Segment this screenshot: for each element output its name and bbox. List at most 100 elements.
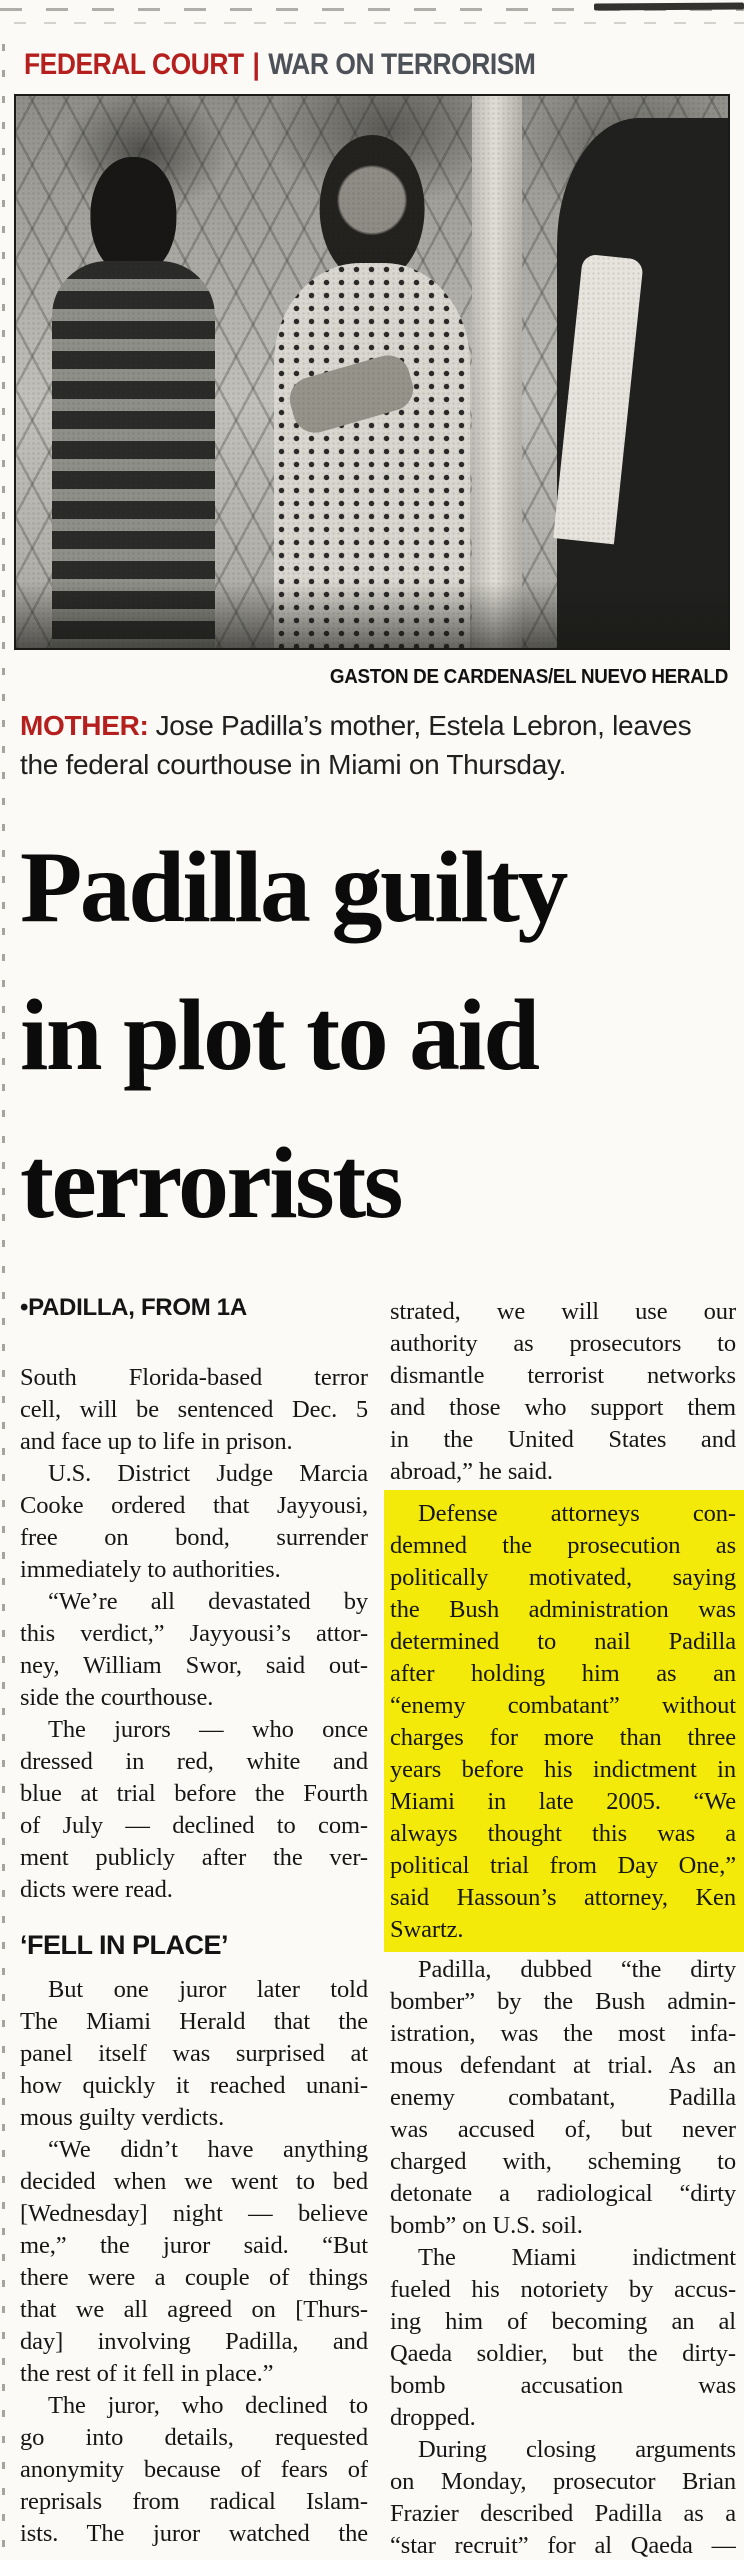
text-line: panel itself was surprised at <box>20 2040 368 2067</box>
text-line: the rest of it fell in place.” <box>20 2360 274 2387</box>
text-line: that we all agreed on [Thurs- <box>20 2296 368 2323</box>
column-right: strated, we will use our authority as pro… <box>384 1286 744 2560</box>
article-photo <box>14 94 730 650</box>
halftone-overlay <box>16 96 728 648</box>
text-line: Frazier described Padilla as a <box>390 2500 736 2527</box>
text-line: bomber” by the Bush admin- <box>390 1988 736 2015</box>
text-line: Cooke ordered that Jayyousi, <box>20 1492 368 1519</box>
kicker-section-label: FEDERAL COURT <box>24 48 244 81</box>
photo-figure-man <box>51 156 216 648</box>
kicker-topic-label: WAR ON TERRORISM <box>268 48 536 81</box>
text-line: The Miami Herald that the <box>20 2008 368 2035</box>
text-line: political trial from Day One,” <box>390 1852 736 1879</box>
text-line: reprisals from radical Islam- <box>20 2488 368 2515</box>
text-line: “enemy combatant” without <box>390 1692 736 1719</box>
photo-credit: GASTON DE CARDENAS/EL NUEVO HERALD <box>329 666 728 688</box>
paragraph: But one juror later told The Miami Herald… <box>20 1974 368 2134</box>
text-line: blue at trial before the Fourth <box>20 1780 368 1807</box>
text-line: “We didn’t have anything <box>48 2136 368 2163</box>
photo-white-post <box>471 96 522 648</box>
text-line: always thought this was a <box>390 1820 736 1847</box>
text-line: ists. The juror watched the <box>20 2520 368 2547</box>
text-line: fueled his notoriety by accus- <box>390 2276 736 2303</box>
photo-man-striped-shirt <box>51 261 216 648</box>
text-line: immediately to authorities. <box>20 1556 281 1583</box>
paragraph: U.S. District Judge Marcia Cooke ordered … <box>20 1458 368 1586</box>
photo-figure-officer <box>552 118 728 648</box>
text-line: there were a couple of things <box>20 2264 368 2291</box>
paragraph: strated, we will use our authority as pro… <box>390 1296 736 1488</box>
scan-edge-artifact <box>2 44 5 2560</box>
text-line: Qaeda soldier, but the dirty- <box>390 2340 736 2367</box>
text-line: Swartz. <box>390 1916 464 1943</box>
text-line: cell, will be sentenced Dec. 5 <box>20 1396 368 1423</box>
text-line: ing him of becoming an al <box>390 2308 736 2335</box>
text-line: During closing arguments <box>418 2436 736 2463</box>
photo-officer-shirt <box>552 253 644 545</box>
headline-line: in plot to aid <box>20 979 540 1092</box>
text-line: mous guilty verdicts. <box>20 2104 225 2131</box>
text-line: The juror, who declined to <box>48 2392 368 2419</box>
text-line: charges for more than three <box>390 1724 736 1751</box>
headline: Padilla guilty in plot to aid terrorists <box>20 814 744 1258</box>
text-line: after holding him as an <box>390 1660 736 1687</box>
text-line: dropped. <box>390 2404 476 2431</box>
text-line: Miami in late 2005. “We <box>390 1788 736 1815</box>
text-line: the Bush administration was <box>390 1596 736 1623</box>
text-line: “We’re all devastated by <box>48 1588 368 1615</box>
continuation-tag: •PADILLA, FROM 1A <box>20 1294 247 1321</box>
paragraph: The Miami indictment fueled his notoriety… <box>390 2242 736 2434</box>
photo-man-head <box>90 156 177 276</box>
text-line: mous defendant at trial. As an <box>390 2052 736 2079</box>
text-line: on Monday, prosecutor Brian <box>390 2468 736 2495</box>
text-line: how quickly it reached unani- <box>20 2072 368 2099</box>
text-line: free on bond, surrender <box>20 1524 368 1551</box>
column-left: •PADILLA, FROM 1A South Florida-based ter… <box>20 1286 368 2560</box>
paragraph: “We’re all devastated by this verdict,” J… <box>20 1586 368 1714</box>
text-line: dressed in red, white and <box>20 1748 368 1775</box>
text-line: day] involving Padilla, and <box>20 2328 368 2355</box>
text-line: decided when we went to bed <box>20 2168 368 2195</box>
section-subhead: ‘FELL IN PLACE’ <box>20 1930 229 1960</box>
text-line: determined to nail Padilla <box>390 1628 736 1655</box>
text-line: and face up to life in prison. <box>20 1428 293 1455</box>
text-line: detonate a radiological “dirty <box>390 2180 736 2207</box>
text-line: South Florida-based terror <box>20 1364 368 1391</box>
text-line: strated, we will use our <box>390 1298 736 1325</box>
text-line: dicts were read. <box>20 1876 173 1903</box>
text-line: The Miami indictment <box>418 2244 736 2271</box>
text-line: charged with, scheming to <box>390 2148 736 2175</box>
text-line: ment publicly after the ver- <box>20 1844 368 1871</box>
photo-woman-head <box>319 134 425 284</box>
paragraph: Padilla, dubbed “the dirty bomber” by the… <box>390 1954 736 2242</box>
text-line: and those who support them <box>390 1394 736 1421</box>
text-line: in the United States and <box>390 1426 736 1453</box>
text-line: U.S. District Judge Marcia <box>48 1460 368 1487</box>
text-line: Defense attorneys con- <box>418 1500 736 1527</box>
photo-woman-patterned-blouse <box>274 262 470 648</box>
torn-edge-artifact <box>0 0 744 40</box>
text-line: said Hassoun’s attorney, Ken <box>390 1884 736 1911</box>
caption-lead: MOTHER: <box>20 710 149 741</box>
text-line: But one juror later told <box>48 1976 368 2003</box>
text-line: this verdict,” Jayyousi’s attor- <box>20 1620 368 1647</box>
text-line: istration, was the most infa- <box>390 2020 736 2047</box>
highlighted-paragraph: Defense attorneys con-demned the prosecu… <box>384 1490 744 1952</box>
headline-line: terrorists <box>20 1127 403 1240</box>
text-line: was accused of, but never <box>390 2116 736 2143</box>
text-line: anonymity because of fears of <box>20 2456 368 2483</box>
text-line: authority as prosecutors to <box>390 1330 736 1357</box>
paragraph: “We didn’t have anything decided when we … <box>20 2134 368 2390</box>
text-line: The jurors — who once <box>48 1716 368 1743</box>
text-line: abroad,” he said. <box>390 1458 553 1485</box>
paragraph: During closing arguments on Monday, prose… <box>390 2434 736 2560</box>
text-line: of July — declined to com- <box>20 1812 368 1839</box>
text-line: side the courthouse. <box>20 1684 214 1711</box>
paragraph: South Florida-based terror cell, will be … <box>20 1362 368 1458</box>
text-line: enemy combatant, Padilla <box>390 2084 736 2111</box>
text-line: ney, William Swor, said out- <box>20 1652 368 1679</box>
headline-line: Padilla guilty <box>20 831 568 944</box>
text-line: Padilla, dubbed “the dirty <box>418 1956 736 1983</box>
section-kicker: FEDERAL COURT | WAR ON TERRORISM <box>24 48 658 82</box>
